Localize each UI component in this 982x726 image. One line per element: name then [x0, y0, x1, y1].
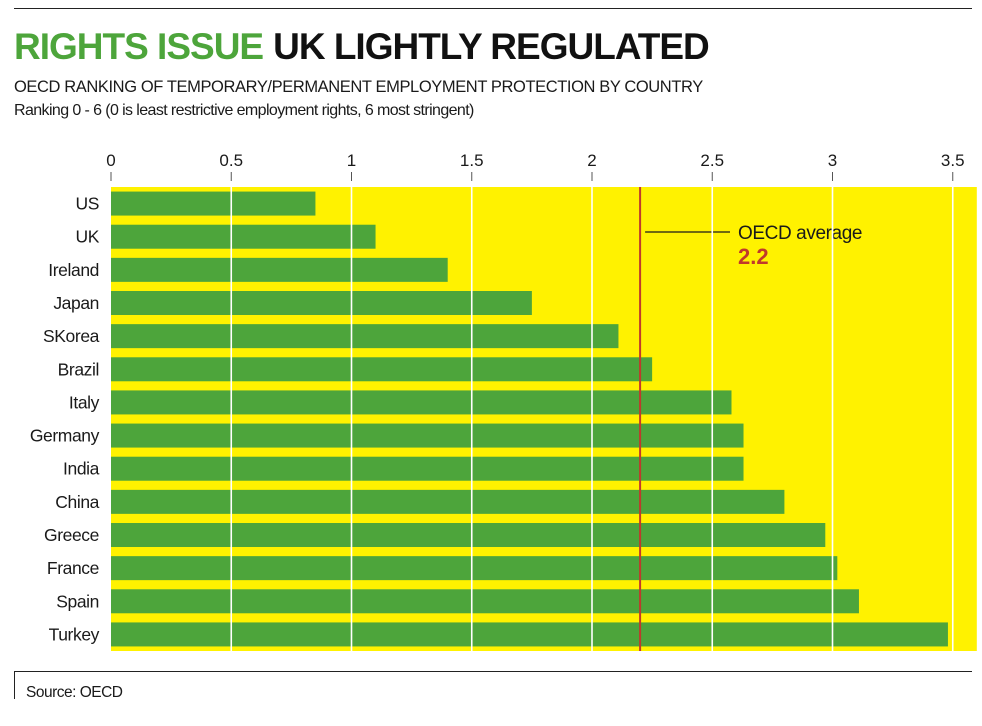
bar-brazil — [111, 357, 653, 382]
category-label: US — [75, 194, 99, 214]
title-highlight: RIGHTS ISSUE — [14, 26, 264, 67]
bar-turkey — [111, 622, 948, 647]
source-note: Source: OECD — [26, 684, 123, 701]
chart-description: Ranking 0 - 6 (0 is least restrictive em… — [14, 102, 474, 119]
x-tick-label: 2.5 — [700, 151, 724, 170]
x-axis-ticks: 0 0.5 1 1.5 2 2.5 3 3.5 — [106, 151, 965, 181]
category-label: SKorea — [43, 326, 100, 346]
bottom-corner-tick — [14, 671, 15, 699]
title-main: UK LIGHTLY REGULATED — [273, 26, 710, 67]
category-label: Italy — [69, 392, 100, 412]
top-rule — [14, 8, 972, 9]
x-tick-label: 1.5 — [460, 151, 484, 170]
bar-germany — [111, 423, 744, 448]
category-label: Japan — [53, 293, 99, 313]
plot-background — [111, 187, 977, 651]
chart-title: RIGHTS ISSUE UK LIGHTLY REGULATED — [14, 26, 710, 68]
bar-italy — [111, 390, 732, 415]
category-label: Ireland — [48, 260, 99, 280]
chart-subtitle: OECD RANKING OF TEMPORARY/PERMANENT EMPL… — [14, 78, 703, 96]
x-tick-label: 3 — [828, 151, 837, 170]
category-label: Brazil — [58, 359, 99, 379]
plot-background-group — [111, 187, 977, 651]
category-label: Spain — [56, 591, 99, 611]
x-tick-label: 2 — [587, 151, 596, 170]
bottom-rule — [14, 671, 972, 672]
category-label: UK — [75, 227, 99, 247]
bar-china — [111, 489, 785, 514]
category-label: France — [47, 558, 99, 578]
gridlines — [230, 187, 954, 651]
bar-us — [111, 191, 316, 216]
y-axis-labels: US UK Ireland Japan SKorea Brazil Italy Germany… — [30, 194, 100, 645]
average-label: OECD average — [738, 223, 862, 244]
category-label: Turkey — [49, 624, 100, 644]
bar-greece — [111, 523, 826, 547]
bar-ireland — [111, 257, 448, 282]
x-tick-label: 0 — [106, 151, 115, 170]
average-value: 2.2 — [738, 244, 769, 269]
x-tick-label: 1 — [347, 151, 356, 170]
x-tick-label: 0.5 — [219, 151, 243, 170]
bar-uk — [111, 224, 376, 249]
category-label: China — [55, 492, 99, 512]
category-label: Greece — [44, 525, 99, 545]
bar-india — [111, 456, 744, 481]
bar-spain — [111, 589, 859, 614]
bar-skorea — [111, 324, 619, 349]
category-label: Germany — [30, 426, 100, 446]
bars — [111, 191, 948, 647]
category-label: India — [63, 459, 100, 479]
bar-france — [111, 556, 838, 581]
bar-japan — [111, 291, 532, 315]
x-tick-label: 3.5 — [941, 151, 965, 170]
